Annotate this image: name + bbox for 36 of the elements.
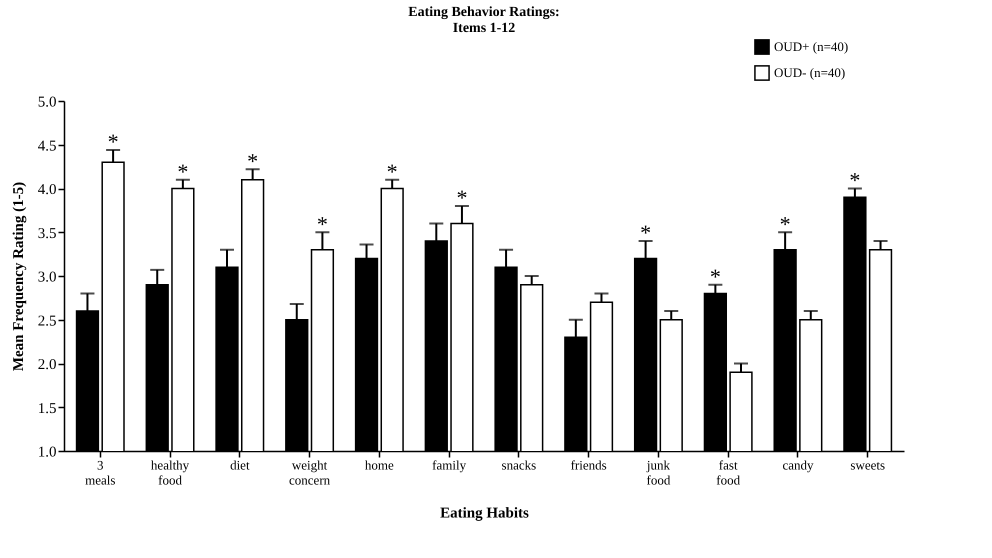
- data-label: *: [177, 158, 188, 184]
- x-axis-title: Eating Habits: [440, 506, 530, 522]
- x-tick-label: junk food: [646, 458, 671, 488]
- legend-label: OUD- (n=40): [774, 65, 846, 80]
- y-tick-label: 1.0: [38, 444, 56, 460]
- x-tick-label: snacks: [502, 458, 536, 472]
- data-label: *: [780, 211, 791, 236]
- data-label: *: [316, 211, 328, 236]
- data-label: *: [386, 158, 398, 184]
- x-tick-label: diet: [230, 458, 250, 472]
- data-label: *: [710, 264, 721, 289]
- x-tick-label: friends: [570, 458, 607, 472]
- y-tick-label: 4.5: [38, 138, 56, 154]
- y-tick-label: 2.0: [38, 357, 56, 373]
- y-tick-label: 3.5: [38, 226, 56, 242]
- data-label: *: [108, 129, 119, 154]
- x-tick-label: sweets: [850, 458, 886, 472]
- data-label: *: [456, 185, 468, 210]
- y-tick-label: 3.0: [38, 270, 56, 286]
- data-label: *: [849, 168, 860, 192]
- x-tick-label: healthy food: [150, 458, 190, 488]
- y-tick-label: 2.5: [38, 313, 56, 330]
- chart-title: Eating Behavior Ratings: Items 1-12: [408, 5, 560, 36]
- x-tick-label: home: [364, 458, 394, 472]
- x-tick-label: weight concern: [289, 458, 331, 488]
- y-axis-title: Mean Frequency Rating (1-5): [10, 182, 27, 372]
- data-label: *: [247, 148, 258, 174]
- y-tick-label: 1.5: [38, 400, 56, 417]
- y-tick-label: 4.0: [38, 182, 56, 198]
- data-label: *: [640, 220, 652, 245]
- legend-label: OUD+ (n=40): [774, 39, 848, 54]
- x-tick-label: fast food: [716, 458, 741, 488]
- y-tick-label: 5.0: [38, 94, 56, 110]
- x-tick-label: 3 meals: [85, 458, 116, 488]
- x-tick-label: candy: [782, 458, 814, 472]
- x-tick-label: family: [432, 458, 467, 472]
